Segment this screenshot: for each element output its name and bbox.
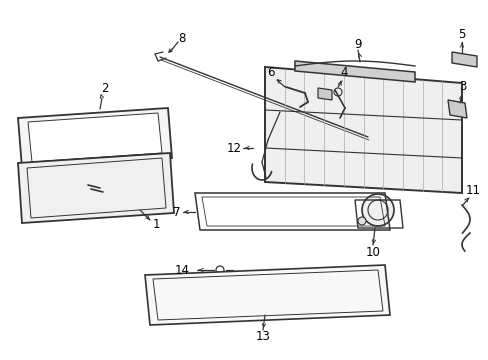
Polygon shape	[294, 61, 414, 82]
Circle shape	[357, 217, 365, 225]
Polygon shape	[145, 265, 389, 325]
Text: 10: 10	[365, 247, 380, 260]
Text: 6: 6	[267, 66, 274, 78]
Polygon shape	[18, 108, 172, 168]
Text: 3: 3	[458, 80, 466, 93]
Text: 12: 12	[226, 141, 241, 154]
Text: 11: 11	[465, 184, 480, 197]
Text: 5: 5	[457, 28, 465, 41]
Polygon shape	[264, 67, 461, 193]
Circle shape	[361, 194, 393, 226]
Text: 2: 2	[101, 81, 108, 94]
Circle shape	[171, 306, 179, 314]
Polygon shape	[18, 153, 174, 223]
Text: 1: 1	[152, 219, 160, 231]
Circle shape	[357, 296, 365, 304]
Circle shape	[261, 301, 268, 309]
Polygon shape	[447, 100, 466, 118]
Text: 9: 9	[353, 37, 361, 50]
Polygon shape	[451, 52, 476, 67]
Text: 13: 13	[255, 330, 270, 343]
Text: 8: 8	[178, 31, 185, 45]
Polygon shape	[317, 88, 331, 100]
Text: 4: 4	[340, 67, 347, 80]
Text: 14: 14	[175, 264, 190, 276]
Circle shape	[216, 266, 224, 274]
Text: 7: 7	[173, 206, 181, 219]
Polygon shape	[28, 113, 162, 162]
